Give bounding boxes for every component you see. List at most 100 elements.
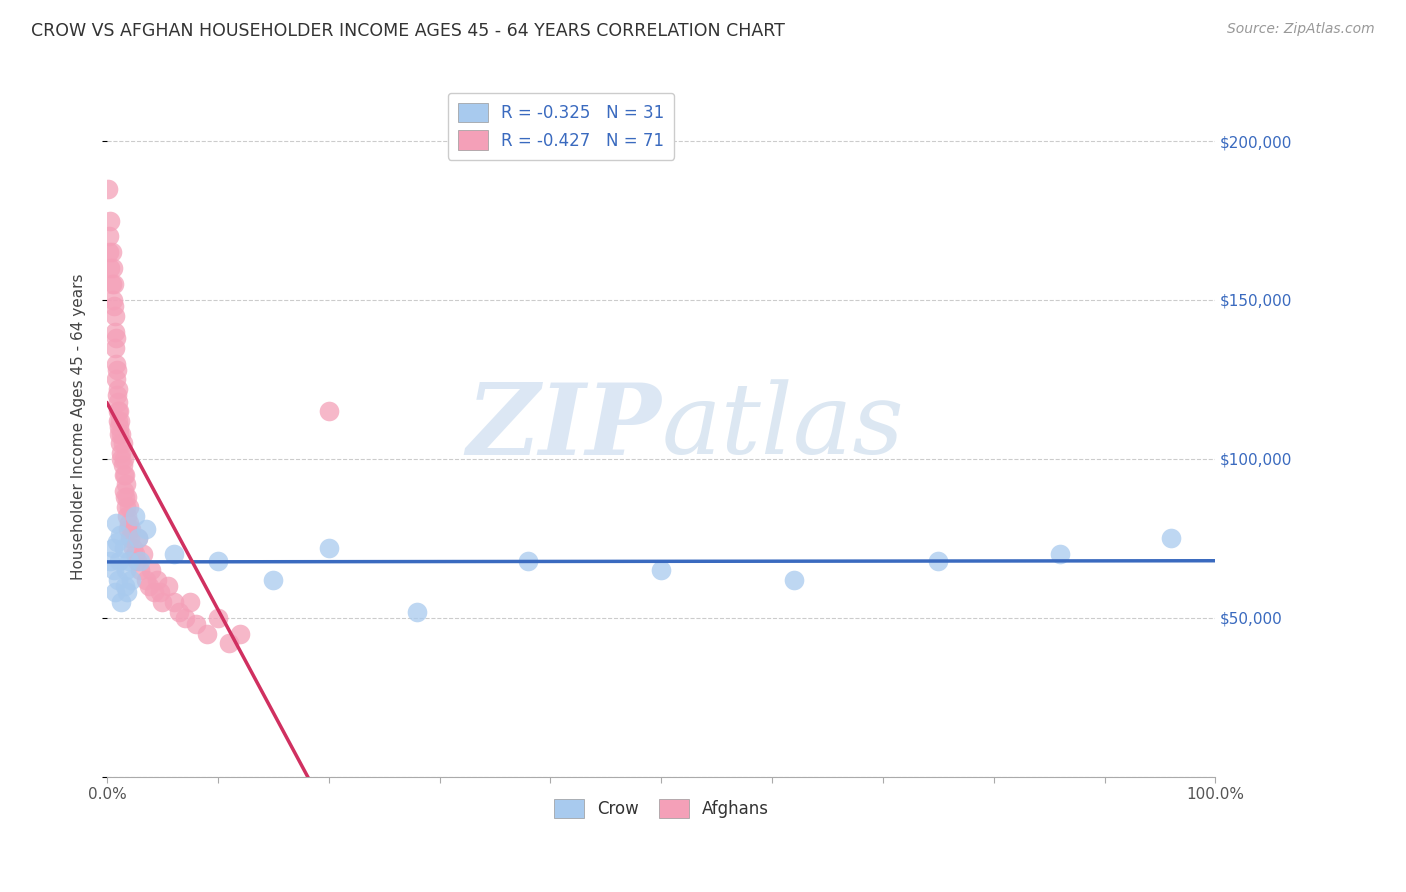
Text: atlas: atlas: [661, 379, 904, 475]
Point: [108, 554, 131, 568]
Point: [107, 573, 129, 587]
Point: [517, 554, 540, 568]
Point: [650, 563, 672, 577]
Point: [111, 458, 134, 473]
Point: [1160, 532, 1182, 546]
Point: [107, 414, 129, 428]
Text: Source: ZipAtlas.com: Source: ZipAtlas.com: [1227, 22, 1375, 37]
Point: [103, 299, 125, 313]
Point: [129, 554, 152, 568]
Point: [112, 483, 135, 498]
Point: [98, 245, 121, 260]
Point: [129, 563, 152, 577]
Point: [111, 436, 134, 450]
Point: [101, 541, 124, 555]
Point: [103, 563, 125, 577]
Point: [103, 277, 125, 291]
Point: [110, 528, 132, 542]
Point: [105, 534, 128, 549]
Point: [101, 261, 124, 276]
Point: [135, 573, 157, 587]
Point: [120, 522, 142, 536]
Text: ZIP: ZIP: [467, 379, 661, 475]
Point: [115, 477, 138, 491]
Point: [1049, 547, 1071, 561]
Point: [125, 554, 148, 568]
Point: [195, 627, 218, 641]
Point: [104, 325, 127, 339]
Point: [100, 554, 122, 568]
Point: [152, 595, 174, 609]
Point: [112, 452, 135, 467]
Point: [124, 509, 146, 524]
Point: [121, 541, 143, 555]
Point: [104, 357, 127, 371]
Point: [115, 500, 138, 514]
Point: [127, 532, 149, 546]
Point: [131, 547, 153, 561]
Point: [115, 585, 138, 599]
Point: [115, 509, 138, 524]
Point: [783, 573, 806, 587]
Point: [105, 388, 128, 402]
Point: [173, 611, 195, 625]
Point: [207, 611, 229, 625]
Point: [112, 467, 135, 482]
Point: [110, 436, 132, 450]
Point: [318, 541, 340, 555]
Point: [115, 563, 138, 577]
Point: [262, 573, 284, 587]
Point: [107, 382, 129, 396]
Point: [120, 573, 142, 587]
Point: [229, 627, 252, 641]
Point: [135, 522, 157, 536]
Point: [98, 229, 121, 244]
Point: [105, 363, 128, 377]
Point: [110, 426, 132, 441]
Point: [114, 579, 136, 593]
Point: [162, 547, 184, 561]
Point: [104, 331, 127, 345]
Y-axis label: Householder Income Ages 45 - 64 years: Householder Income Ages 45 - 64 years: [72, 274, 86, 581]
Point: [162, 595, 184, 609]
Point: [104, 585, 127, 599]
Text: CROW VS AFGHAN HOUSEHOLDER INCOME AGES 45 - 64 YEARS CORRELATION CHART: CROW VS AFGHAN HOUSEHOLDER INCOME AGES 4…: [31, 22, 785, 40]
Point: [104, 372, 127, 386]
Point: [104, 341, 127, 355]
Point: [114, 490, 136, 504]
Point: [110, 414, 132, 428]
Point: [110, 452, 132, 467]
Point: [107, 394, 129, 409]
Point: [118, 516, 141, 530]
Point: [100, 261, 122, 276]
Point: [142, 585, 165, 599]
Point: [110, 445, 132, 459]
Point: [108, 404, 131, 418]
Point: [124, 547, 146, 561]
Point: [207, 554, 229, 568]
Point: [120, 532, 142, 546]
Point: [110, 595, 132, 609]
Point: [118, 554, 141, 568]
Point: [218, 636, 240, 650]
Point: [146, 573, 169, 587]
Point: [104, 516, 127, 530]
Point: [167, 605, 190, 619]
Point: [118, 500, 141, 514]
Point: [114, 467, 136, 482]
Point: [179, 595, 201, 609]
Point: [115, 490, 138, 504]
Point: [138, 579, 160, 593]
Point: [112, 541, 135, 555]
Point: [107, 404, 129, 418]
Legend: Crow, Afghans: Crow, Afghans: [547, 792, 776, 824]
Point: [141, 563, 163, 577]
Point: [184, 617, 207, 632]
Point: [108, 426, 131, 441]
Point: [127, 532, 149, 546]
Point: [927, 554, 949, 568]
Point: [100, 245, 122, 260]
Point: [101, 293, 124, 307]
Point: [406, 605, 429, 619]
Point: [318, 404, 340, 418]
